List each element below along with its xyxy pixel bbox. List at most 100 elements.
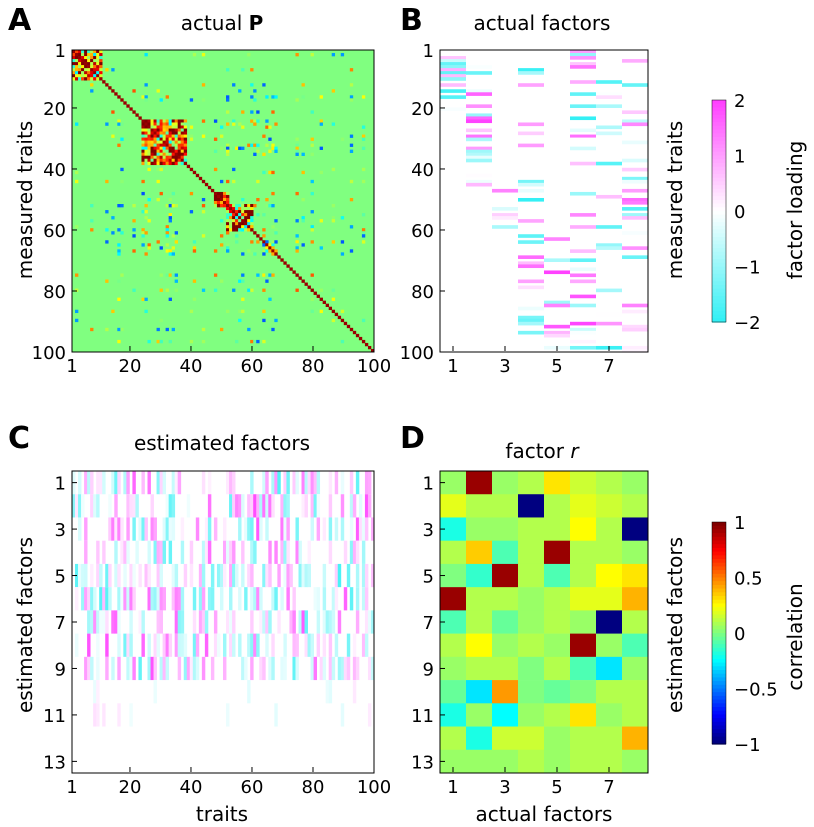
panel-c-cell — [289, 610, 293, 634]
panel-a-cell — [171, 131, 175, 135]
panel-c-cell — [352, 494, 357, 518]
panel-a-cell — [232, 222, 236, 226]
panel-c-cell — [292, 656, 296, 681]
panel-b-colorbar-band — [712, 118, 726, 123]
panel-a-cell — [162, 137, 166, 141]
panel-b-cell — [622, 324, 648, 329]
panel-a-cell — [90, 71, 94, 75]
panel-a-cell — [168, 137, 172, 141]
panel-a-cell — [99, 71, 103, 75]
panel-a-cell — [93, 50, 97, 54]
panel-c-cell — [361, 517, 366, 541]
panel-c-cell — [274, 540, 278, 564]
panel-c-cell — [349, 517, 354, 541]
panel-c-cell — [280, 587, 284, 611]
panel-a-cell — [189, 279, 194, 283]
panel-d-cell — [518, 517, 545, 541]
panel-a-cell — [177, 143, 182, 147]
panel-b-cell — [492, 188, 518, 193]
panel-a-cell — [189, 309, 194, 314]
panel-c-cell — [213, 610, 218, 634]
panel-a-cell — [250, 252, 254, 256]
panel-a-cell — [78, 74, 82, 78]
panel-b-cell — [466, 116, 492, 121]
panel-a-cell — [150, 161, 154, 166]
panel-c-cell — [232, 610, 236, 634]
panel-b-colorbar-band — [712, 270, 726, 275]
panel-a-cell — [117, 143, 121, 147]
panel-a-cell — [229, 207, 233, 211]
panel-d-cell — [492, 563, 519, 588]
panel-b-cell — [596, 161, 622, 166]
panel-a-cell — [244, 222, 248, 226]
panel-a-cell — [295, 137, 299, 141]
panel-a-xaxis-tick-label: 20 — [119, 356, 142, 377]
panel-a-cell — [171, 128, 175, 132]
panel-a-cell — [265, 204, 269, 208]
panel-c-cell — [313, 656, 318, 681]
panel-b-cell — [622, 83, 648, 87]
panel-c-cell — [126, 517, 130, 541]
panel-a-cell — [241, 146, 245, 150]
panel-a-cell — [316, 294, 320, 298]
panel-a-cell — [256, 213, 260, 217]
panel-a-cell — [223, 191, 227, 196]
panel-a-cell — [238, 279, 242, 283]
panel-a-cell — [144, 98, 148, 102]
panel-a-cell — [87, 59, 91, 63]
panel-c-cell — [129, 633, 133, 657]
panel-d-colorbar-band — [712, 655, 726, 660]
panel-b-colorbar-band — [712, 133, 726, 138]
panel-a-cell — [78, 71, 82, 75]
panel-b-yaxis-tick-label: 100 — [400, 343, 434, 364]
panel-a-cell — [201, 204, 206, 208]
panel-c-cell — [259, 656, 263, 681]
panel-a-cell — [274, 219, 278, 223]
panel-b-cell — [596, 243, 622, 247]
panel-a-cell — [165, 225, 169, 229]
panel-a-cell — [219, 279, 224, 283]
panel-c-xaxis-tick-label: 1 — [66, 777, 77, 798]
panel-a-cell — [159, 146, 163, 150]
panel-b-colorbar-band — [712, 277, 726, 282]
panel-a-cell — [105, 179, 109, 184]
panel-a-cell — [168, 134, 172, 138]
panel-c-cell — [292, 471, 296, 495]
panel-a-cell — [132, 204, 136, 208]
panel-a-cell — [144, 122, 148, 126]
panel-b-cell — [622, 207, 648, 211]
panel-c-cell — [102, 540, 106, 564]
panel-a-cell — [189, 125, 194, 129]
panel-d-cell — [466, 517, 493, 541]
panel-c-cell — [286, 587, 290, 611]
panel-d-cell — [466, 471, 493, 495]
panel-a-cell — [72, 65, 76, 69]
panel-c-cell — [171, 563, 176, 588]
panel-d-cell — [440, 680, 467, 704]
panel-a-cell — [150, 143, 154, 147]
panel-a-cell — [301, 170, 305, 175]
panel-c-cell — [268, 563, 272, 588]
panel-a-cell — [226, 216, 230, 220]
panel-c-cell — [81, 563, 85, 588]
panel-d-title: factor r — [505, 439, 580, 463]
panel-c-cell — [322, 517, 327, 541]
panel-a-cell — [144, 146, 148, 150]
panel-d-colorbar-band — [712, 607, 726, 612]
panel-c-cell — [301, 610, 305, 634]
panel-a-cell — [171, 327, 175, 332]
panel-a-cell — [165, 128, 169, 132]
panel-d-cell — [622, 517, 649, 541]
panel-c-cell — [153, 587, 157, 611]
panel-a-cell — [141, 143, 145, 147]
panel-a-cell — [232, 228, 236, 232]
panel-a-cell — [274, 146, 278, 150]
panel-c-cell — [268, 610, 272, 634]
panel-a-cell — [189, 134, 194, 138]
panel-c-cell — [229, 471, 233, 495]
panel-c-cell — [271, 494, 275, 518]
panel-c-cell — [93, 494, 97, 518]
panel-b-cell — [466, 89, 492, 93]
panel-c-cell — [277, 471, 281, 495]
panel-b-cell — [518, 306, 544, 311]
